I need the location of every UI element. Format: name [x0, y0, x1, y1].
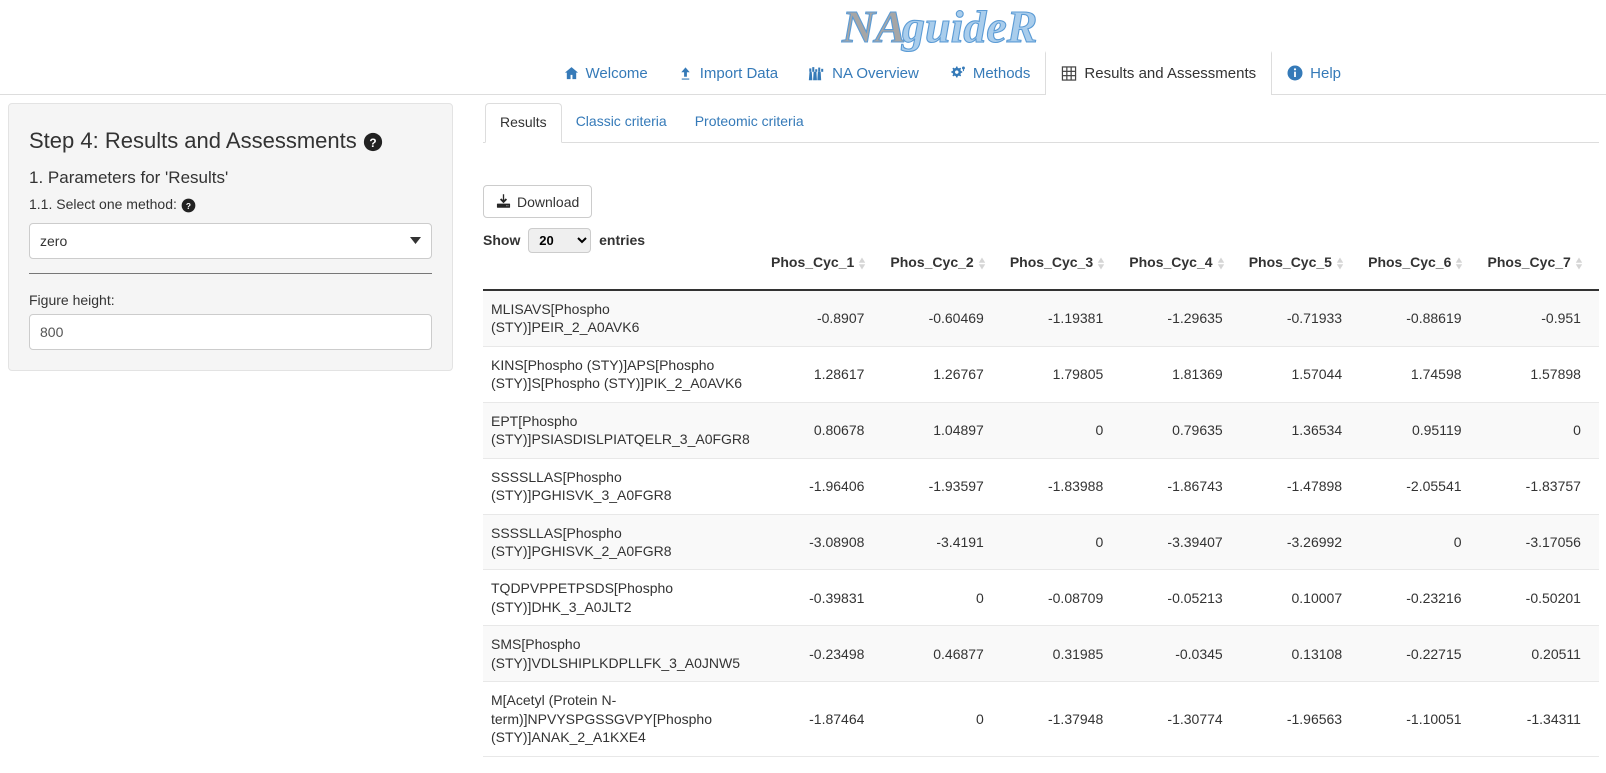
- svg-text:?: ?: [186, 201, 191, 211]
- svg-text:guideR: guideR: [901, 2, 1037, 52]
- svg-text:NA: NA: [841, 2, 906, 52]
- svg-text:?: ?: [369, 136, 376, 150]
